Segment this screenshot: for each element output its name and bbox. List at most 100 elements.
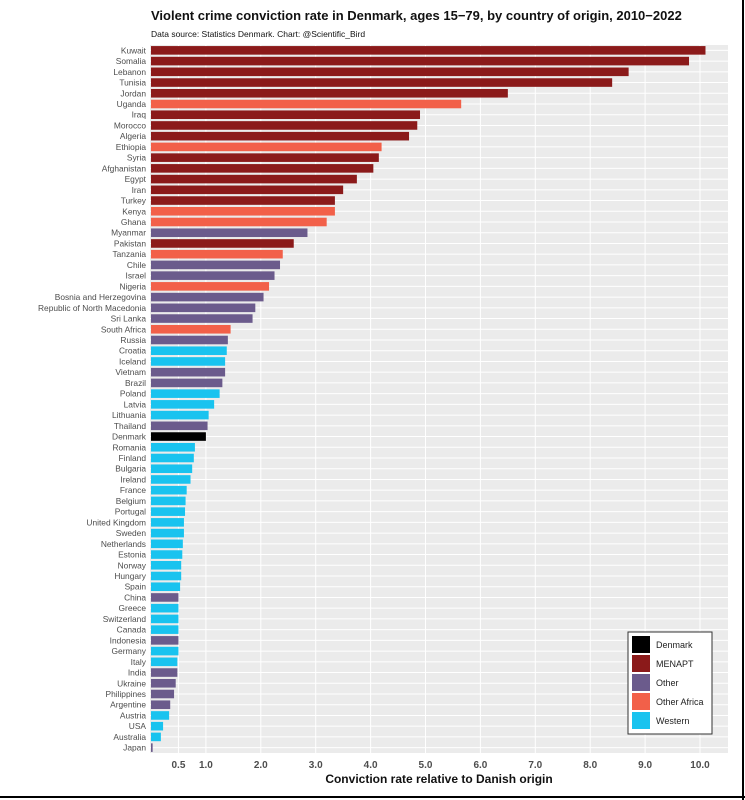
- y-tick-label-south-africa: South Africa: [101, 324, 147, 334]
- legend-key-menapt: [632, 655, 650, 672]
- bar-hungary: [151, 571, 182, 581]
- x-tick-label-0-5: 0.5: [171, 760, 185, 771]
- bar-france: [151, 485, 187, 495]
- bar-lithuania: [151, 410, 209, 420]
- legend-label-menapt: MENAPT: [656, 659, 694, 669]
- legend-label-other-africa: Other Africa: [656, 697, 704, 707]
- y-tick-label-switzerland: Switzerland: [103, 614, 147, 624]
- y-tick-label-iraq: Iraq: [132, 110, 147, 120]
- bar-switzerland: [151, 614, 179, 624]
- legend-label-western: Western: [656, 716, 689, 726]
- y-tick-label-syria: Syria: [127, 153, 146, 163]
- bar-germany: [151, 646, 179, 656]
- bar-kuwait: [151, 46, 706, 55]
- frame-bottom-border: [0, 796, 745, 798]
- bar-australia: [151, 732, 161, 742]
- bar-thailand: [151, 421, 208, 431]
- y-tick-label-russia: Russia: [120, 335, 146, 345]
- bar-bulgaria: [151, 464, 193, 474]
- bar-iraq: [151, 110, 421, 120]
- bar-indonesia: [151, 636, 179, 645]
- bar-austria: [151, 711, 170, 720]
- y-tick-label-indonesia: Indonesia: [110, 635, 147, 645]
- legend-label-denmark: Denmark: [656, 640, 693, 650]
- y-tick-label-united-kingdom: United Kingdom: [86, 517, 146, 527]
- x-axis-label: Conviction rate relative to Danish origi…: [325, 772, 552, 786]
- bar-philippines: [151, 689, 175, 699]
- chart-title: Violent crime conviction rate in Denmark…: [151, 8, 682, 23]
- y-tick-label-italy: Italy: [131, 657, 147, 667]
- y-tick-label-afghanistan: Afghanistan: [102, 163, 147, 173]
- y-tick-label-sri-lanka: Sri Lanka: [111, 314, 147, 324]
- y-tick-label-poland: Poland: [120, 389, 146, 399]
- y-tick-label-iran: Iran: [132, 185, 147, 195]
- y-tick-label-hungary: Hungary: [114, 571, 146, 581]
- bar-poland: [151, 389, 220, 398]
- bar-denmark: [151, 432, 206, 441]
- bar-republic-of-north-macedonia: [151, 303, 256, 313]
- bar-russia: [151, 335, 228, 345]
- bar-tunisia: [151, 78, 613, 87]
- y-tick-label-uganda: Uganda: [117, 99, 147, 109]
- y-tick-label-nigeria: Nigeria: [119, 281, 146, 291]
- bar-italy: [151, 657, 178, 667]
- y-tick-label-chile: Chile: [127, 260, 146, 270]
- bar-belgium: [151, 496, 186, 506]
- legend-key-other: [632, 674, 650, 691]
- bar-argentine: [151, 700, 171, 710]
- y-tick-label-bulgaria: Bulgaria: [115, 464, 146, 474]
- y-tick-label-spain: Spain: [125, 582, 147, 592]
- y-tick-label-usa: USA: [129, 721, 147, 731]
- y-tick-label-jordan: Jordan: [120, 88, 146, 98]
- bar-myanmar: [151, 228, 308, 238]
- bar-china: [151, 593, 179, 602]
- y-tick-label-somalia: Somalia: [116, 56, 147, 66]
- y-tick-label-australia: Australia: [113, 732, 146, 742]
- bar-chile: [151, 260, 281, 270]
- y-tick-label-estonia: Estonia: [118, 550, 146, 560]
- y-tick-label-lebanon: Lebanon: [113, 67, 146, 77]
- y-tick-label-india: India: [128, 668, 147, 678]
- x-tick-label-3-0: 3.0: [309, 760, 323, 771]
- y-tick-label-vietnam: Vietnam: [115, 367, 146, 377]
- y-tick-label-brazil: Brazil: [125, 378, 146, 388]
- bar-brazil: [151, 378, 223, 388]
- bar-algeria: [151, 131, 410, 141]
- x-tick-label-6-0: 6.0: [473, 760, 487, 771]
- bar-greece: [151, 603, 179, 613]
- bar-somalia: [151, 56, 690, 66]
- bar-united-kingdom: [151, 518, 184, 527]
- x-tick-label-9-0: 9.0: [638, 760, 652, 771]
- y-tick-label-china: China: [124, 592, 146, 602]
- bar-india: [151, 668, 178, 677]
- y-tick-label-iceland: Iceland: [119, 356, 146, 366]
- y-tick-label-argentine: Argentine: [110, 700, 146, 710]
- y-tick-label-algeria: Algeria: [120, 131, 146, 141]
- y-tick-label-germany: Germany: [112, 646, 147, 656]
- bar-ukraine: [151, 678, 176, 688]
- y-tick-label-israel: Israel: [126, 271, 147, 281]
- y-tick-label-portugal: Portugal: [115, 507, 146, 517]
- bar-usa: [151, 721, 164, 731]
- y-tick-label-pakistan: Pakistan: [114, 238, 146, 248]
- bar-lebanon: [151, 67, 629, 77]
- bar-ethiopia: [151, 142, 382, 152]
- bar-nigeria: [151, 282, 270, 291]
- bar-estonia: [151, 550, 183, 559]
- bar-latvia: [151, 400, 215, 409]
- y-tick-label-ireland: Ireland: [120, 474, 146, 484]
- bar-sri-lanka: [151, 314, 253, 323]
- bar-norway: [151, 560, 182, 570]
- bar-kenya: [151, 206, 335, 216]
- bar-croatia: [151, 346, 227, 356]
- y-tick-label-belgium: Belgium: [116, 496, 146, 506]
- legend-label-other: Other: [656, 678, 679, 688]
- y-tick-label-romania: Romania: [112, 442, 146, 452]
- x-tick-label-10-0: 10.0: [690, 760, 710, 771]
- bar-morocco: [151, 121, 418, 130]
- y-tick-label-denmark: Denmark: [112, 432, 147, 442]
- x-tick-label-5-0: 5.0: [419, 760, 433, 771]
- bar-finland: [151, 453, 194, 463]
- y-tick-label-ukraine: Ukraine: [117, 678, 146, 688]
- y-tick-label-ghana: Ghana: [121, 217, 146, 227]
